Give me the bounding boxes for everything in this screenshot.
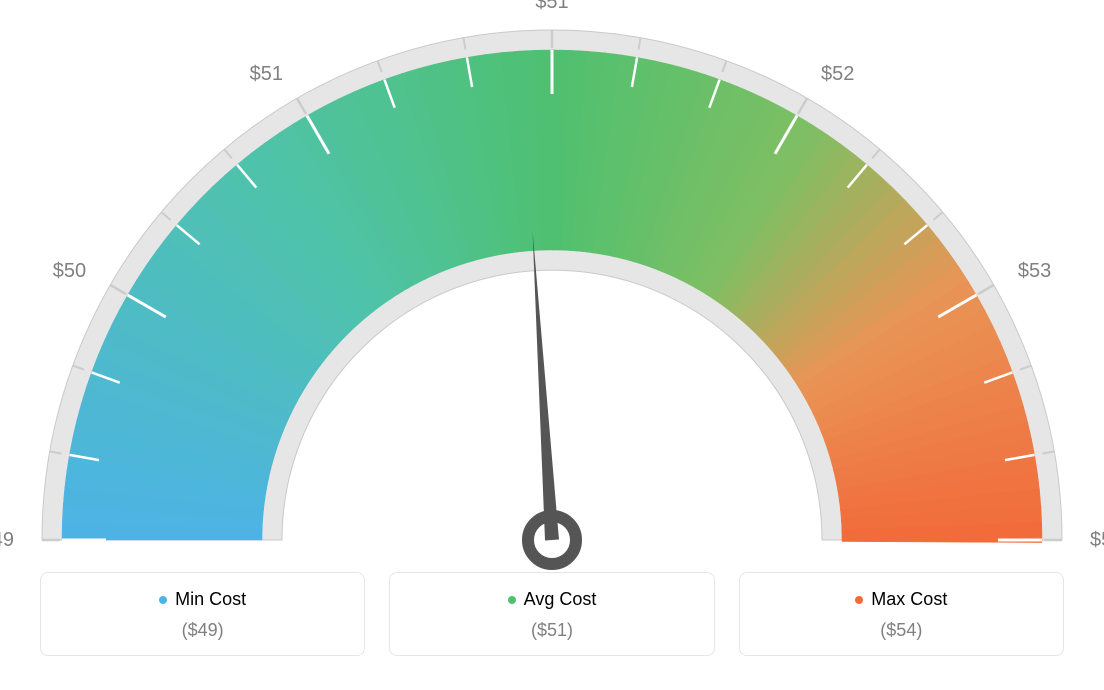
svg-text:$50: $50	[53, 260, 86, 282]
svg-text:$54: $54	[1090, 529, 1104, 551]
gauge-svg: $49 $50 $51 $51 $52 $53 $54	[0, 0, 1104, 580]
dot-icon	[159, 596, 167, 604]
svg-text:$52: $52	[821, 63, 854, 85]
gauge-chart: $49 $50 $51 $51 $52 $53 $54	[0, 0, 1104, 560]
svg-text:$49: $49	[0, 529, 14, 551]
legend-value-min: ($49)	[41, 620, 364, 641]
svg-text:$51: $51	[250, 63, 283, 85]
legend-value-max: ($54)	[740, 620, 1063, 641]
legend-title-min: Min Cost	[159, 589, 246, 610]
legend-title-avg: Avg Cost	[508, 589, 597, 610]
legend-row: Min Cost ($49) Avg Cost ($51) Max Cost (…	[0, 572, 1104, 656]
legend-title-max: Max Cost	[855, 589, 947, 610]
legend-label-max: Max Cost	[871, 589, 947, 610]
svg-text:$53: $53	[1018, 260, 1051, 282]
legend-value-avg: ($51)	[390, 620, 713, 641]
legend-card-min: Min Cost ($49)	[40, 572, 365, 656]
legend-label-avg: Avg Cost	[524, 589, 597, 610]
svg-text:$51: $51	[535, 0, 568, 13]
legend-card-max: Max Cost ($54)	[739, 572, 1064, 656]
dot-icon	[508, 596, 516, 604]
legend-card-avg: Avg Cost ($51)	[389, 572, 714, 656]
legend-label-min: Min Cost	[175, 589, 246, 610]
dot-icon	[855, 596, 863, 604]
